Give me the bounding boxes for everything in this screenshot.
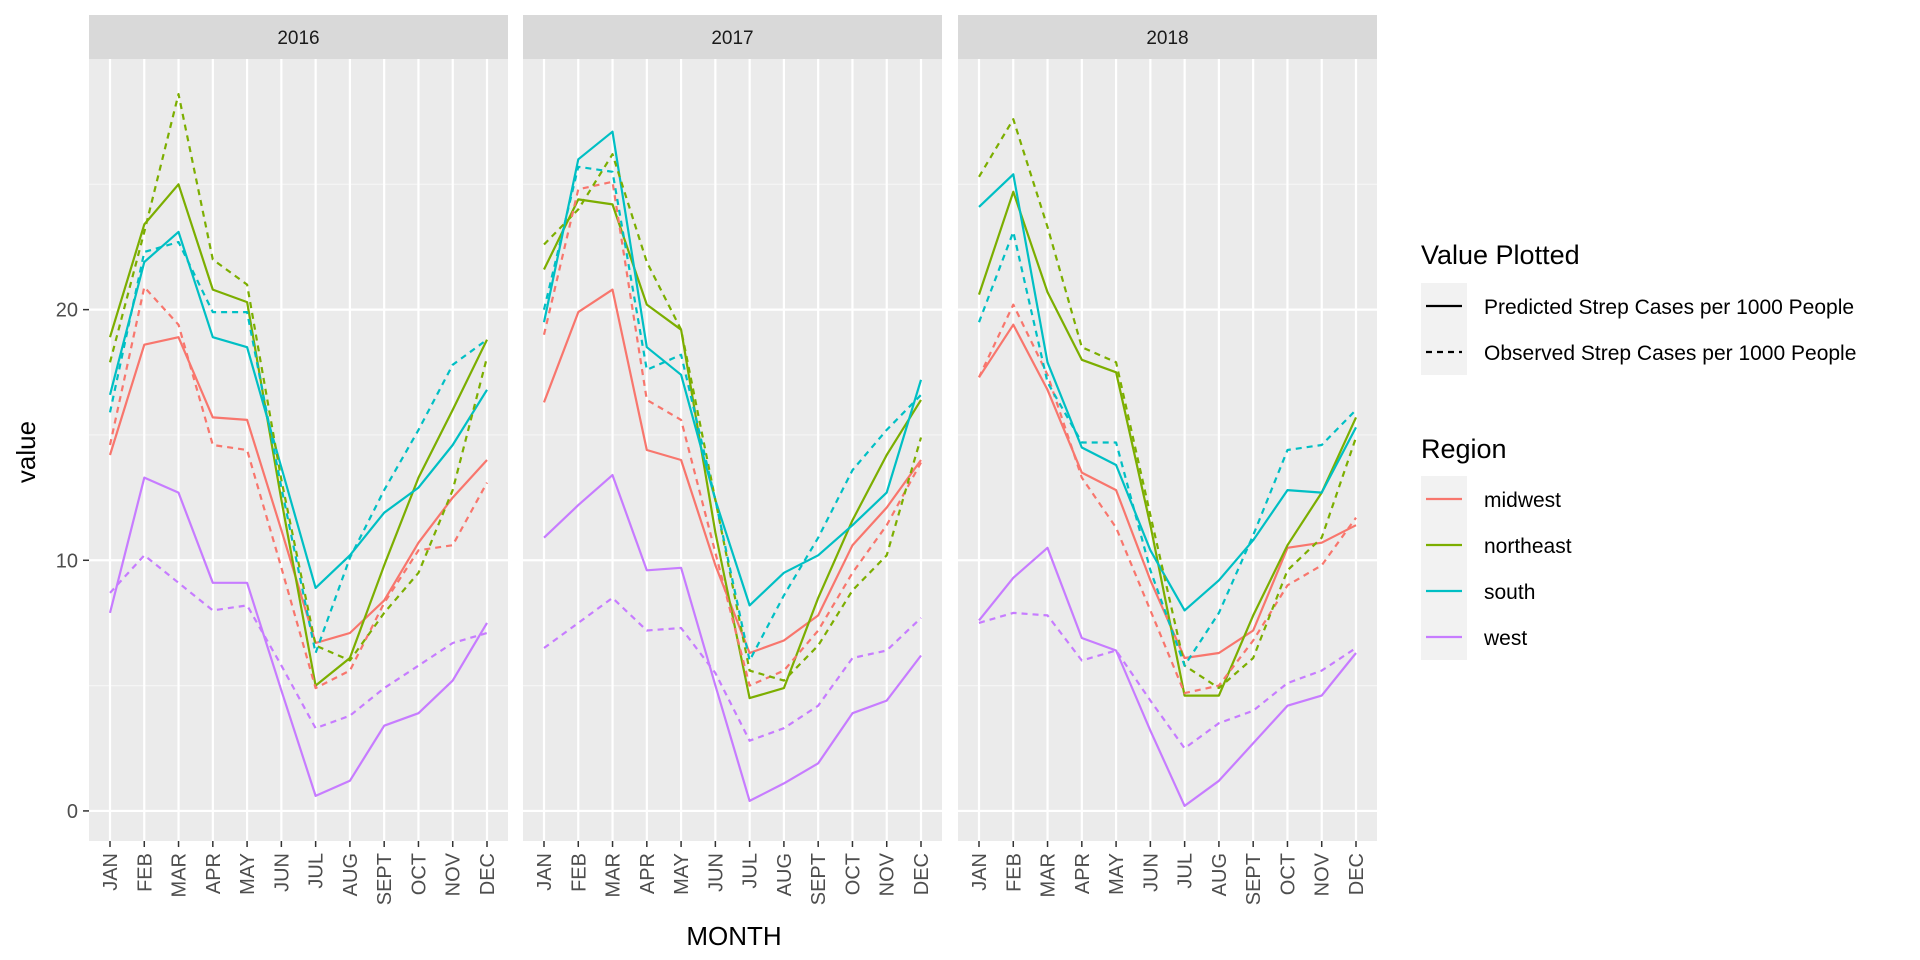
legend-label: northeast	[1484, 535, 1572, 558]
x-tick-label: MAY	[1106, 853, 1128, 895]
x-tick-label: OCT	[1277, 853, 1299, 895]
facet-panel-2017: 2017	[523, 15, 942, 841]
legend-title: Region	[1421, 434, 1507, 464]
panel-background	[523, 59, 942, 841]
x-tick-label: FEB	[1003, 853, 1025, 892]
x-tick-label: FEB	[568, 853, 590, 892]
facet-strip-label: 2017	[711, 28, 753, 49]
legend-region: Region midwest northeast south west	[1421, 434, 1572, 660]
x-tick-label: JUL	[1175, 853, 1197, 889]
x-tick-label: MAY	[671, 853, 693, 895]
x-tick-label: JUN	[271, 853, 293, 892]
series-line-west-predicted-2017	[543, 474, 922, 803]
series-line-south-predicted-2017	[542, 130, 923, 607]
x-axis-title: MONTH	[686, 921, 781, 951]
legend-label: Predicted Strep Cases per 1000 People	[1484, 296, 1854, 319]
x-tick-label: MAR	[169, 853, 191, 897]
series-line-midwest-predicted-2016	[108, 336, 488, 645]
series-line-west-observed-2018	[978, 611, 1357, 750]
series-line-northeast-predicted-2016	[108, 183, 488, 687]
series-line-south-observed-2016	[108, 240, 488, 655]
facet-panel-2018: 2018	[958, 15, 1377, 841]
x-tick-label: DEC	[1346, 853, 1368, 895]
x-tick-label: NOV	[1312, 852, 1334, 896]
x-tick-label: OCT	[408, 853, 430, 895]
legend-value-plotted: Value Plotted Predicted Strep Cases per 1…	[1421, 240, 1856, 375]
series-line-west-observed-2017	[543, 596, 922, 742]
series-line-northeast-observed-2016	[108, 92, 489, 662]
y-tick-label: 20	[56, 300, 78, 322]
legend-label: Observed Strep Cases per 1000 People	[1484, 342, 1856, 365]
panel-background	[89, 59, 508, 841]
x-tick-label: SEPT	[374, 853, 396, 905]
x-tick-label: NOV	[877, 852, 899, 896]
x-tick-label: JUN	[705, 853, 727, 892]
x-tick-label: APR	[637, 853, 659, 894]
x-tick-label: FEB	[134, 853, 156, 892]
y-tick-label: 10	[56, 550, 78, 572]
series-line-south-observed-2017	[542, 165, 922, 662]
series-line-northeast-observed-2017	[543, 153, 923, 682]
x-tick-label: JUL	[306, 853, 328, 889]
series-line-south-observed-2018	[977, 230, 1357, 667]
x-tick-label: NOV	[443, 852, 465, 896]
series-line-west-predicted-2016	[108, 476, 488, 798]
series-line-south-predicted-2016	[108, 230, 488, 590]
x-tick-label: SEPT	[1243, 853, 1265, 905]
legend: Value Plotted Predicted Strep Cases per 1…	[1421, 240, 1856, 660]
series-line-midwest-observed-2016	[108, 286, 488, 690]
x-tick-label: APR	[203, 853, 225, 894]
y-axis-title: value	[11, 421, 41, 483]
x-tick-label: JAN	[969, 853, 991, 891]
x-tick-label: DEC	[477, 853, 499, 895]
series-line-west-observed-2016	[109, 554, 488, 730]
x-tick-label: AUG	[1209, 853, 1231, 896]
x-tick-label: DEC	[911, 853, 933, 895]
panel-background	[958, 59, 1377, 841]
x-tick-label: SEPT	[808, 853, 830, 905]
facet-panels: 2016 2017 2018	[89, 15, 1377, 841]
legend-label: south	[1484, 581, 1535, 604]
x-tick-label: MAR	[1038, 853, 1060, 897]
legend-title: Value Plotted	[1421, 240, 1580, 270]
series-line-south-predicted-2018	[978, 173, 1357, 612]
x-tick-label: JUL	[740, 853, 762, 889]
facet-panel-2016: 2016	[89, 15, 508, 841]
x-tick-label: APR	[1072, 853, 1094, 894]
series-line-midwest-observed-2018	[978, 303, 1357, 695]
series-line-midwest-predicted-2018	[978, 323, 1357, 660]
facet-strip-label: 2016	[277, 28, 319, 49]
y-axis: 0 10 20	[56, 300, 89, 823]
x-tick-label: MAR	[603, 853, 625, 897]
series-line-northeast-observed-2018	[978, 118, 1358, 690]
facet-strip-label: 2018	[1146, 28, 1188, 49]
legend-label: midwest	[1484, 489, 1561, 512]
series-line-midwest-predicted-2017	[542, 288, 922, 655]
x-tick-label: JAN	[100, 853, 122, 891]
series-line-west-predicted-2018	[978, 546, 1357, 808]
x-tick-label: JAN	[534, 853, 556, 891]
x-tick-label: JUN	[1140, 853, 1162, 892]
facet-strip	[958, 15, 1377, 59]
legend-label: west	[1483, 627, 1527, 650]
x-axes: JAN FEB MAR APR MAY JUN JUL AUG SEPT OCT NOV DEC JAN…	[100, 841, 1368, 905]
x-tick-label: AUG	[774, 853, 796, 896]
facet-strip	[523, 15, 942, 59]
x-tick-label: MAY	[237, 853, 259, 895]
series-line-northeast-predicted-2017	[543, 198, 922, 700]
x-tick-label: OCT	[842, 853, 864, 895]
series-line-northeast-predicted-2018	[977, 190, 1358, 697]
facet-strip	[89, 15, 508, 59]
x-tick-label: AUG	[340, 853, 362, 896]
series-line-midwest-observed-2017	[542, 180, 922, 687]
y-tick-label: 0	[67, 801, 78, 823]
